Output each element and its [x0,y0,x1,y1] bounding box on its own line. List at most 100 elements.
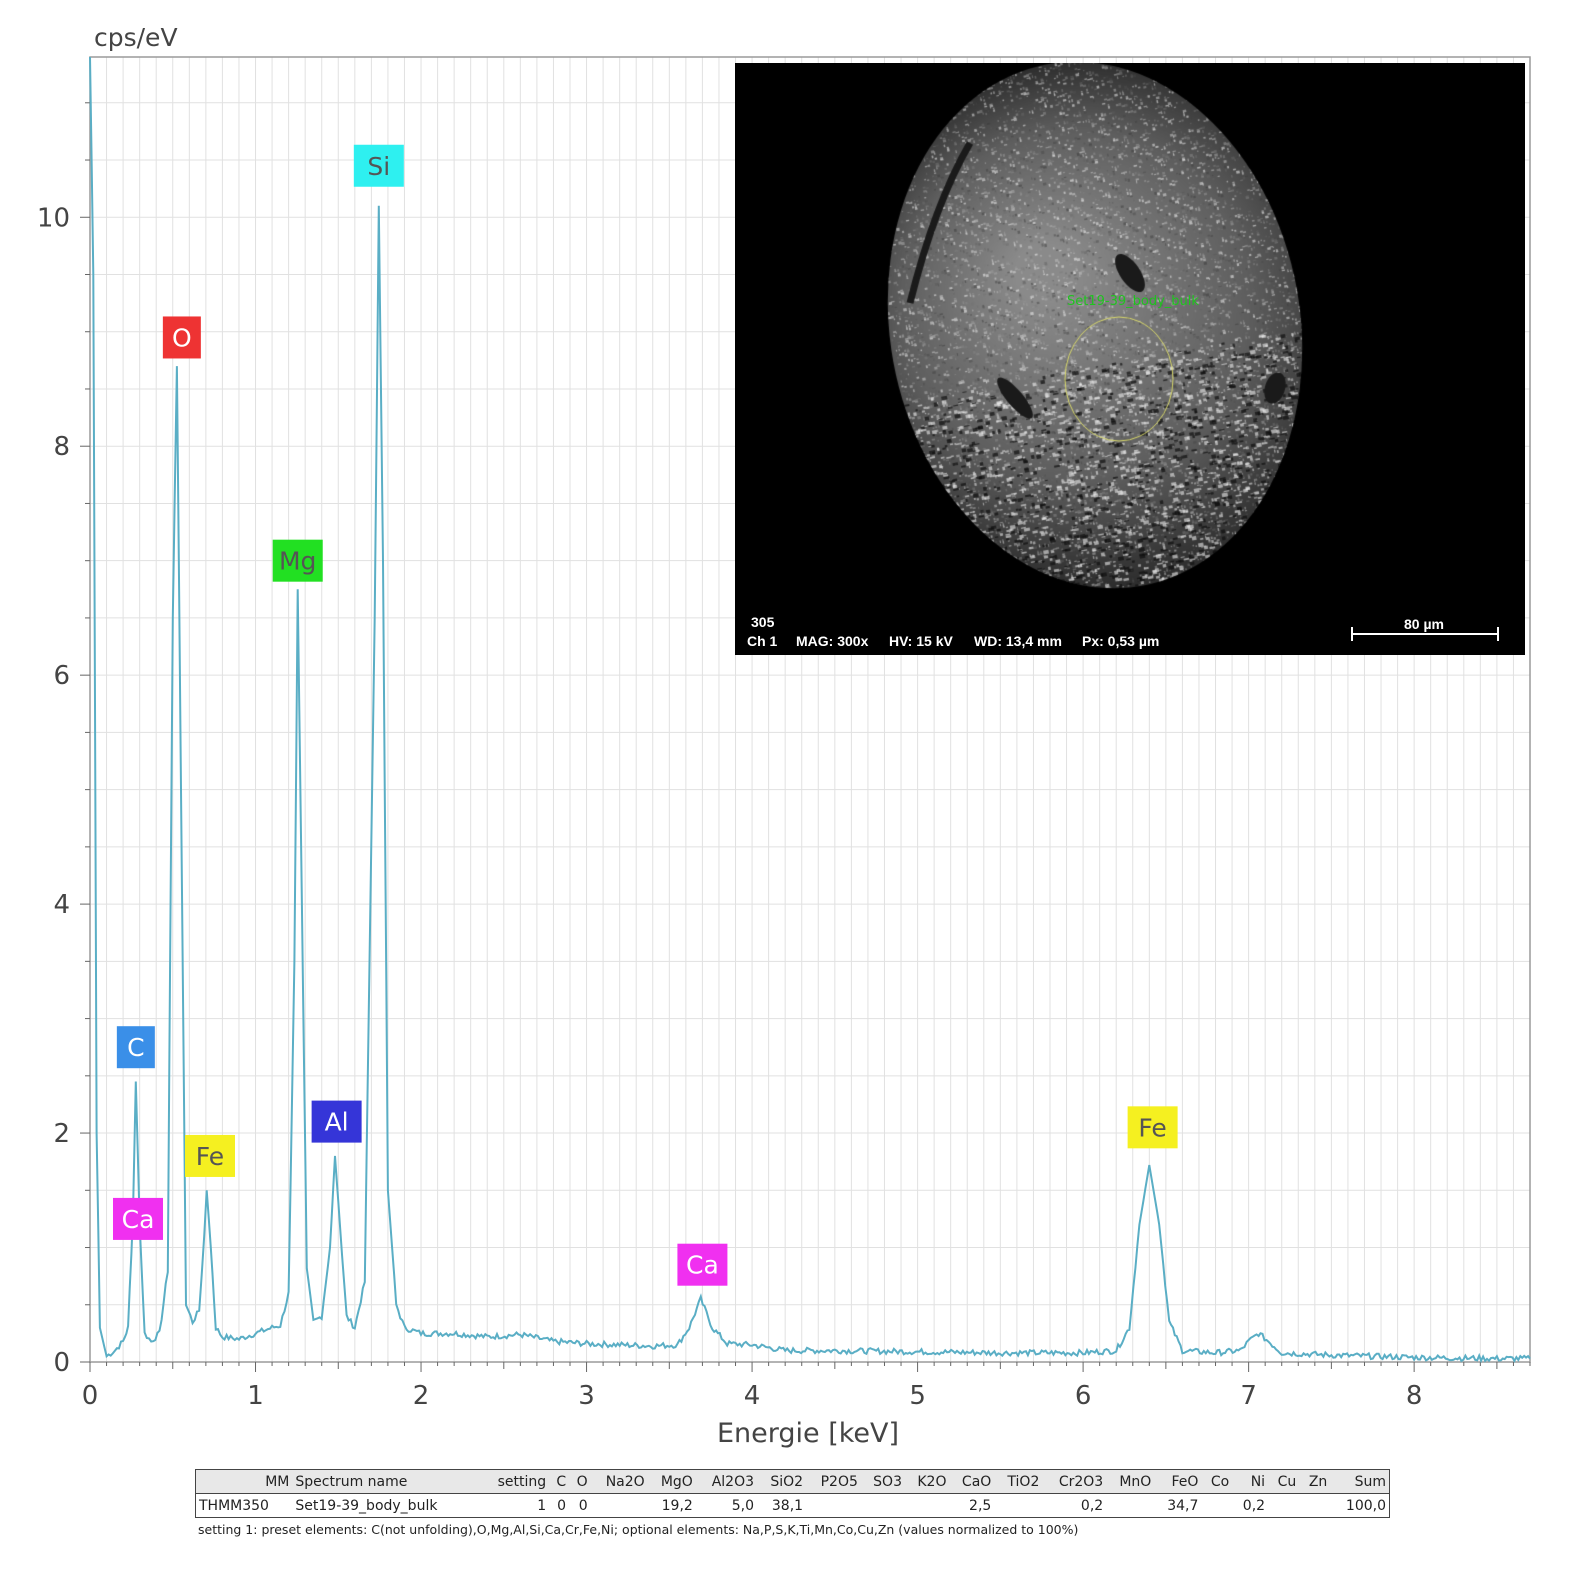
working-distance-text: WD: 13,4 mm [974,633,1062,649]
column-header: P2O5 [820,1473,858,1490]
peak-label: C [116,1026,155,1069]
peak-label-box [311,1100,362,1143]
peak-label-text: C [127,1033,144,1062]
peak-label: Si [353,144,404,187]
column-header: Zn [1308,1473,1328,1490]
peak-label-box [1127,1106,1178,1149]
column-header: Al2O3 [711,1473,755,1490]
plot-frame [89,56,1531,1363]
table-cell: 19,2 [661,1497,693,1514]
table-header-row: MM Spectrum name setting C O Na2O MgO Al2O3 SiO2… [195,1469,1390,1494]
channel-text: Ch 1 [747,633,778,649]
y-tick-label: 2 [53,1119,70,1149]
y-tick-label: 0 [53,1348,70,1378]
table-cell: 0,2 [1242,1497,1266,1514]
peak-label: O [162,316,201,359]
table-cell [1106,1494,1154,1518]
table-body: THMM350 Set19-39_body_bulk 1 0 0 19,2 5,0 38,1 2… [195,1493,1390,1518]
column-header: MM [265,1473,290,1490]
table-row: THMM350 Set19-39_body_bulk 1 0 0 19,2 5,0 38,1 2… [195,1493,1390,1518]
sem-image-inset: Set19-39_body_bulk 305 Ch 1 MAG: 300x HV… [735,63,1525,655]
x-tick-label: 8 [1406,1381,1423,1411]
column-header: setting [497,1473,547,1490]
peak-label-text: Fe [196,1142,224,1171]
column-header: MnO [1119,1473,1152,1490]
peak-label: Al [311,1100,362,1143]
table-cell [806,1494,861,1518]
peak-label-text: Fe [1138,1113,1166,1142]
table-cell [1201,1494,1232,1518]
column-header: MgO [660,1473,693,1490]
peak-label-text: O [172,323,192,352]
y-tick-label: 8 [53,432,70,462]
peak-label-box [162,316,201,359]
sem-info-bar: 305 Ch 1 MAG: 300x HV: 15 kV WD: 13,4 mm… [735,613,1525,655]
column-header: Na2O [605,1473,645,1490]
table-cell [591,1494,648,1518]
x-tick-label: 0 [82,1381,99,1411]
x-tick-label: 7 [1240,1381,1257,1411]
table-cell: 34,7 [1167,1497,1199,1514]
column-header: SiO2 [770,1473,804,1490]
table-cell: THMM350 [199,1497,269,1514]
table-cell: Set19-39_body_bulk [295,1497,438,1514]
peak-label-box [677,1243,728,1286]
peak-label: Ca [113,1197,163,1240]
peak-label-text: Mg [279,547,316,576]
peak-label: Mg [272,539,323,582]
column-header: Cu [1277,1473,1297,1490]
column-header: Sum [1354,1473,1386,1490]
column-header: TiO2 [1007,1473,1040,1490]
table-footnote: setting 1: preset elements: C(not unfold… [198,1522,1079,1537]
peak-label-text: Si [367,152,390,181]
column-header: Ni [1250,1473,1266,1490]
x-tick-label: 1 [247,1381,264,1411]
table-cell [1268,1494,1299,1518]
table-cell: 100,0 [1345,1497,1386,1514]
high-voltage-text: HV: 15 kV [889,633,953,649]
column-header: O [576,1473,588,1490]
table-cell [905,1494,949,1518]
image-id: 305 [751,614,775,630]
peak-label-text: Ca [122,1205,155,1234]
x-tick-label: 4 [744,1381,761,1411]
y-tick-label: 6 [53,661,70,691]
scale-bar-label: 80 µm [1404,616,1444,632]
peak-label: Ca [677,1243,728,1286]
x-tick-label: 2 [413,1381,430,1411]
table-cell: 0 [578,1497,588,1514]
peak-labels: C Ca O Fe Mg Al Si Ca Fe [113,144,1178,1286]
table-cell: 1 [537,1497,547,1514]
scale-bar [1351,627,1499,641]
table-cell [994,1494,1042,1518]
x-axis-title: Energie [keV] [717,1418,899,1449]
peak-label-box [113,1197,163,1240]
axis-ticks: 0 1 2 3 4 5 6 7 8 0 2 4 6 8 10 [37,102,1531,1411]
x-tick-label: 3 [578,1381,595,1411]
roi-label: Set19-39_body_bulk [1067,294,1199,309]
y-tick-label: 10 [37,203,70,233]
peak-label-box [272,539,323,582]
peak-label-box [185,1134,235,1177]
table-cell [861,1494,905,1518]
x-tick-label: 5 [909,1381,926,1411]
column-header: FeO [1171,1473,1199,1490]
peak-label-box [116,1026,155,1069]
y-axis-title: cps/eV [94,23,178,52]
table-cell: 0 [557,1497,567,1514]
column-header: Co [1210,1473,1230,1490]
column-header: Spectrum name [295,1473,408,1490]
table-cell: 5,0 [731,1497,755,1514]
spectrum-line [89,56,1531,1364]
column-header: Cr2O3 [1058,1473,1104,1490]
composition-table: MM Spectrum name setting C O Na2O MgO Al2O3 SiO2… [195,1469,1390,1518]
table-cell [1299,1494,1330,1518]
table-cell: 2,5 [969,1497,992,1514]
column-header: SO3 [873,1473,902,1490]
peak-label: Fe [185,1134,235,1177]
peak-label-text: Al [325,1108,349,1137]
peak-label-text: Ca [686,1251,719,1280]
table-cell: 38,1 [771,1497,804,1514]
x-tick-label: 6 [1075,1381,1092,1411]
peak-label-box [353,144,404,187]
